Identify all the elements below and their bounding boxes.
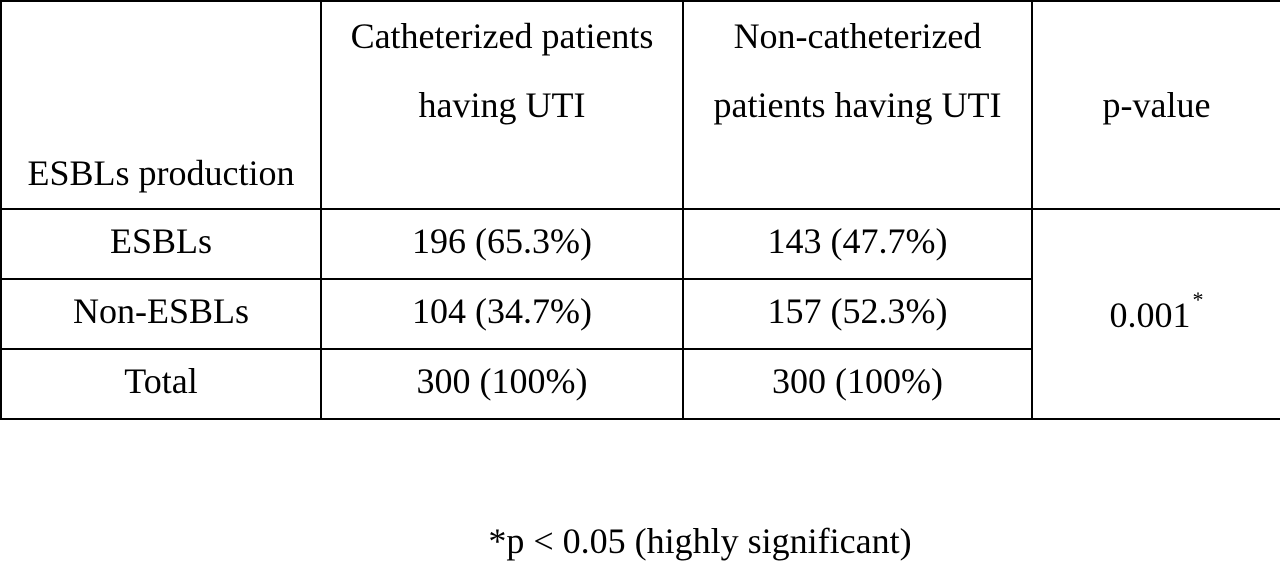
non-catheterized-cell: 300 (100%) [682, 348, 1033, 420]
non-catheterized-cell: 143 (47.7%) [682, 208, 1033, 280]
catheterized-cell: 300 (100%) [320, 348, 684, 420]
esbl-table-container: ESBLs production Catheterized patients h… [0, 0, 1280, 420]
table-row: Non-ESBLs 104 (34.7%) 157 (52.3%) [0, 278, 1280, 350]
header-non-catheterized: Non-catheterized patients having UTI [682, 0, 1033, 210]
header-esbls-production: ESBLs production [0, 0, 322, 210]
non-catheterized-cell: 157 (52.3%) [682, 278, 1033, 350]
header-p-value: p-value [1031, 0, 1280, 210]
catheterized-cell: 196 (65.3%) [320, 208, 684, 280]
row-label: Total [0, 348, 322, 420]
row-label: Non-ESBLs [0, 278, 322, 350]
p-value-text: 0.001 [1109, 295, 1191, 335]
table-row: Total 300 (100%) 300 (100%) [0, 348, 1280, 420]
table-row: ESBLs 196 (65.3%) 143 (47.7%) 0.001* [0, 208, 1280, 420]
table-header-row: ESBLs production Catheterized patients h… [0, 0, 1280, 210]
row-label: ESBLs [0, 208, 322, 280]
significance-mark: * [1192, 287, 1204, 312]
esbl-production-table: ESBLs production Catheterized patients h… [0, 0, 1280, 420]
header-catheterized: Catheterized patients having UTI [320, 0, 684, 210]
p-value-cell: 0.001* [1031, 208, 1280, 420]
catheterized-cell: 104 (34.7%) [320, 278, 684, 350]
significance-footnote: *p < 0.05 (highly significant) [488, 521, 912, 561]
